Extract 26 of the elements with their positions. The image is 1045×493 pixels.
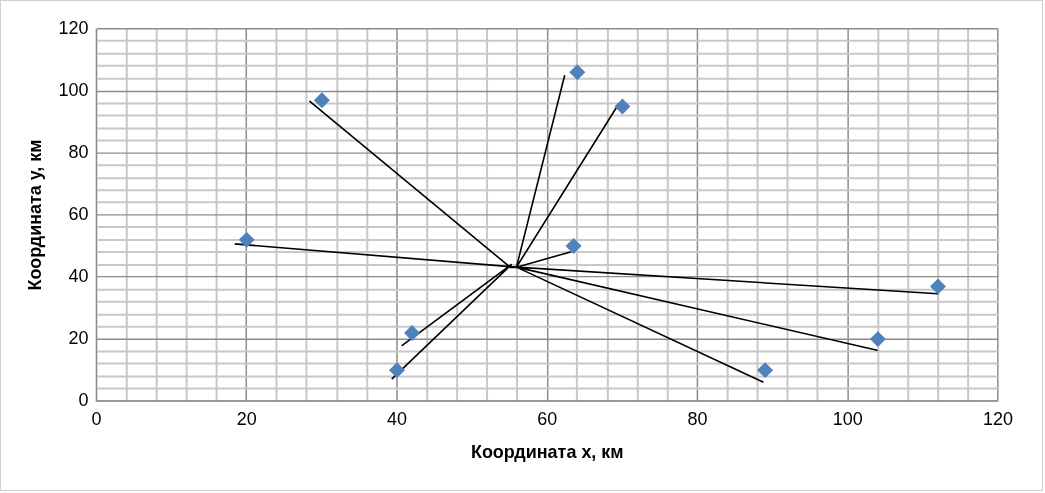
x-tick-label: 20 — [236, 408, 257, 429]
x-tick-label: 0 — [91, 408, 102, 429]
point — [404, 324, 421, 341]
point — [238, 231, 255, 248]
point — [929, 278, 946, 295]
point — [565, 238, 582, 255]
point — [569, 64, 586, 81]
y-tick-label: 0 — [78, 390, 89, 411]
y-axis-title: Координата y, км — [24, 139, 45, 291]
point — [757, 362, 774, 379]
y-tick-label: 100 — [58, 79, 89, 100]
x-tick-label: 60 — [537, 408, 558, 429]
x-tick-label: 120 — [983, 408, 1014, 429]
x-axis-title: Координата x, км — [470, 442, 624, 463]
point — [614, 98, 631, 115]
x-tick-label: 80 — [687, 408, 708, 429]
y-tick-label: 80 — [68, 141, 89, 162]
point — [313, 92, 330, 109]
y-tick-label: 40 — [68, 266, 89, 287]
point — [869, 331, 886, 348]
y-tick-label: 120 — [58, 17, 89, 38]
y-tick-label: 20 — [68, 328, 89, 349]
point — [389, 362, 405, 379]
y-tick-label: 60 — [68, 203, 89, 224]
x-tick-label: 40 — [387, 408, 407, 429]
x-tick-label: 100 — [832, 408, 863, 429]
